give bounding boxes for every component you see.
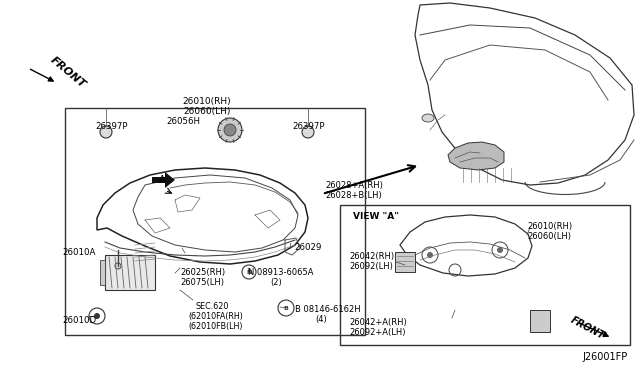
- Text: 26010A: 26010A: [62, 248, 95, 257]
- Circle shape: [497, 247, 503, 253]
- Text: (62010FB(LH): (62010FB(LH): [188, 322, 243, 331]
- Text: 26397P: 26397P: [292, 122, 324, 131]
- Text: (2): (2): [270, 278, 282, 287]
- Circle shape: [94, 313, 100, 319]
- Text: 26028+A(RH): 26028+A(RH): [325, 181, 383, 190]
- Text: N: N: [246, 269, 252, 275]
- Bar: [100, 260, 105, 285]
- Text: 26060(LH): 26060(LH): [527, 232, 571, 241]
- Text: B 08146-6162H: B 08146-6162H: [295, 305, 360, 314]
- Circle shape: [218, 118, 242, 142]
- Text: 26056H: 26056H: [166, 117, 200, 126]
- Text: 26010(RH): 26010(RH): [527, 222, 572, 231]
- Text: (4): (4): [315, 315, 327, 324]
- Text: 26029: 26029: [294, 243, 321, 252]
- Ellipse shape: [422, 114, 434, 122]
- Text: J26001FP: J26001FP: [583, 352, 628, 362]
- Text: N 08913-6065A: N 08913-6065A: [248, 268, 314, 277]
- Text: 26092+A(LH): 26092+A(LH): [349, 328, 406, 337]
- Text: FRONT: FRONT: [569, 315, 607, 341]
- Text: (62010FA(RH): (62010FA(RH): [188, 312, 243, 321]
- Circle shape: [224, 124, 236, 136]
- Text: VIEW "A": VIEW "A": [353, 212, 399, 221]
- Bar: [530, 310, 550, 332]
- Circle shape: [427, 252, 433, 258]
- Bar: [105, 255, 155, 290]
- Bar: [340, 205, 630, 345]
- Polygon shape: [152, 172, 175, 188]
- Text: SEC.620: SEC.620: [196, 302, 229, 311]
- Text: 26075(LH): 26075(LH): [180, 278, 224, 287]
- Text: 26025(RH): 26025(RH): [180, 268, 225, 277]
- Text: B: B: [284, 305, 289, 311]
- Circle shape: [100, 126, 112, 138]
- Text: 26028+B(LH): 26028+B(LH): [325, 191, 381, 200]
- Text: 26042(RH): 26042(RH): [349, 252, 394, 261]
- Bar: [65, 108, 365, 335]
- Text: 26010D: 26010D: [62, 316, 96, 325]
- Polygon shape: [448, 142, 504, 170]
- Text: 26397P: 26397P: [95, 122, 127, 131]
- Circle shape: [302, 126, 314, 138]
- Text: FRONT: FRONT: [48, 54, 87, 90]
- Text: 26042+A(RH): 26042+A(RH): [349, 318, 407, 327]
- Text: 26010(RH): 26010(RH): [182, 97, 231, 106]
- Text: 26092(LH): 26092(LH): [349, 262, 393, 271]
- Bar: [395, 252, 415, 272]
- Text: 26060(LH): 26060(LH): [183, 107, 230, 116]
- Text: A: A: [159, 175, 165, 185]
